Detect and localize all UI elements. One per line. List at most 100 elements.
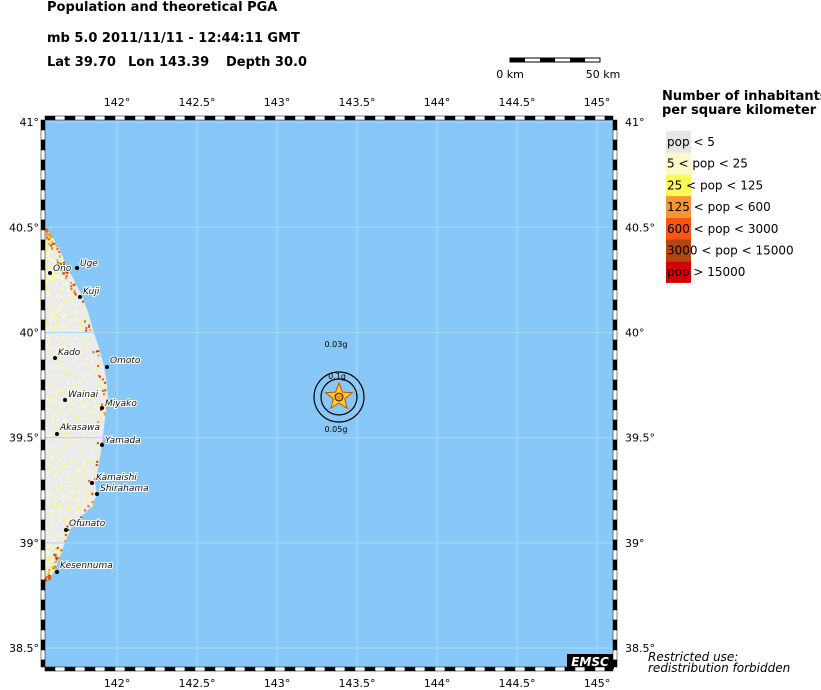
logo-box <box>567 654 614 669</box>
population-cell <box>58 403 61 406</box>
frame-segment <box>40 159 46 171</box>
frame-segment <box>40 289 46 301</box>
population-cell <box>55 539 58 542</box>
frame-segment <box>612 309 618 321</box>
population-cell <box>59 464 62 467</box>
frame-segment <box>324 115 336 121</box>
population-cell <box>64 435 67 438</box>
population-cell <box>51 547 54 550</box>
population-cell <box>49 382 52 385</box>
population-cell <box>51 247 54 250</box>
population-cell <box>50 347 53 350</box>
population-cell <box>77 383 80 386</box>
frame-segment <box>612 209 618 221</box>
population-cell <box>91 447 94 450</box>
population-cell <box>96 460 99 463</box>
population-cell <box>89 395 92 398</box>
population-cell <box>47 567 50 570</box>
frame-segment <box>74 115 86 121</box>
population-cell <box>65 275 68 278</box>
population-cell <box>97 350 100 353</box>
population-cell <box>59 510 62 513</box>
population-cell <box>55 351 58 354</box>
city-dot <box>64 528 68 532</box>
population-cell <box>48 573 51 576</box>
population-cell <box>93 367 96 370</box>
frame-segment <box>54 666 66 672</box>
frame-segment <box>612 159 618 171</box>
population-cell <box>87 461 90 464</box>
population-cell <box>48 478 51 481</box>
population-cell <box>57 428 60 431</box>
frame-segment <box>40 349 46 361</box>
population-cell <box>48 253 51 256</box>
population-cell <box>79 442 82 445</box>
population-cell <box>54 242 57 245</box>
population-cell <box>66 525 69 528</box>
frame-segment <box>612 409 618 421</box>
x-tick-label: 142° <box>104 677 131 690</box>
population-cell <box>64 519 67 522</box>
population-cell <box>52 374 55 377</box>
population-cell <box>70 319 73 322</box>
population-cell <box>81 499 84 502</box>
population-cell <box>105 386 108 389</box>
population-cell <box>65 518 68 521</box>
city-label: Kamaishi <box>96 473 137 483</box>
frame-segment <box>84 666 96 672</box>
population-cell <box>46 568 49 571</box>
population-cell <box>58 307 61 310</box>
population-cell <box>85 329 88 332</box>
population-cell <box>56 336 59 339</box>
population-cell <box>57 508 60 511</box>
population-cell <box>49 284 52 287</box>
population-cell <box>47 552 50 555</box>
frame-segment <box>40 229 46 241</box>
frame-segment <box>612 479 618 491</box>
population-cell <box>98 363 101 366</box>
population-cell <box>73 289 76 292</box>
population-cell <box>75 444 78 447</box>
frame-segment <box>324 666 336 672</box>
population-cell <box>85 327 88 330</box>
frame-segment <box>40 359 46 371</box>
frame-segment <box>612 299 618 311</box>
population-cell <box>58 557 61 560</box>
frame-segment <box>40 589 46 601</box>
population-cell <box>45 364 48 367</box>
population-cell <box>58 487 61 490</box>
population-cell <box>59 516 62 519</box>
population-cell <box>56 472 59 475</box>
population-cell <box>87 492 90 495</box>
frame-segment <box>604 666 614 672</box>
frame-segment <box>40 399 46 411</box>
population-cell <box>59 496 62 499</box>
population-cell <box>48 547 51 550</box>
population-cell <box>67 307 70 310</box>
population-cell <box>73 482 76 485</box>
legend-swatch <box>666 261 691 283</box>
population-cell <box>73 425 76 428</box>
population-cell <box>54 264 57 267</box>
frame-segment <box>612 529 618 541</box>
population-cell <box>75 312 78 315</box>
population-cell <box>63 264 66 267</box>
population-cell <box>47 291 50 294</box>
frame-segment <box>394 115 406 121</box>
frame-segment <box>40 309 46 321</box>
population-cell <box>47 501 50 504</box>
population-cell <box>67 373 70 376</box>
frame-segment <box>40 199 46 211</box>
population-cell <box>98 374 101 377</box>
population-cell <box>90 505 93 508</box>
population-cell <box>91 411 94 414</box>
frame-segment <box>612 579 618 591</box>
population-cell <box>52 562 55 565</box>
population-cell <box>72 393 75 396</box>
population-cell <box>74 330 77 333</box>
frame-segment <box>612 649 618 661</box>
frame-segment <box>344 666 356 672</box>
population-cell <box>55 277 58 280</box>
depth: Depth 30.0 <box>226 55 307 70</box>
population-cell <box>84 419 87 422</box>
